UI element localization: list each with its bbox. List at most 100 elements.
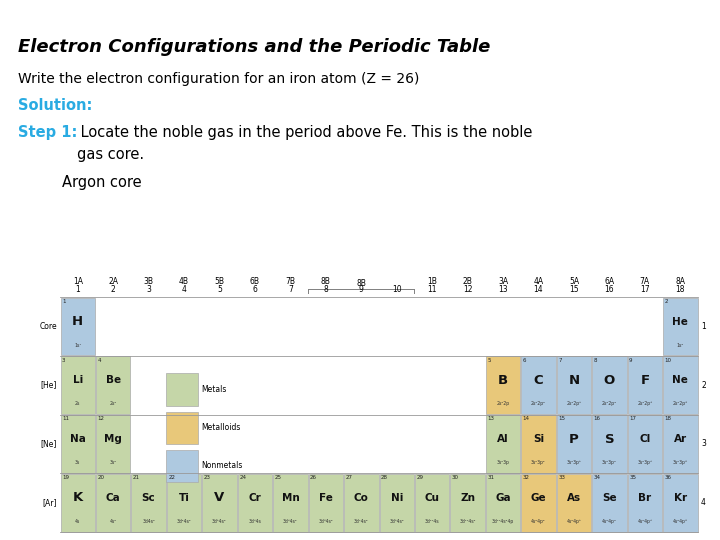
Text: 3: 3 [146, 285, 151, 294]
Text: 9: 9 [629, 357, 633, 363]
Text: 14: 14 [523, 416, 530, 422]
Text: 5: 5 [487, 357, 491, 363]
Text: 5A: 5A [569, 277, 579, 286]
Text: 1s²: 1s² [677, 343, 684, 348]
Text: 4s: 4s [75, 519, 81, 524]
Text: 3A: 3A [498, 277, 508, 286]
Text: N: N [568, 374, 580, 387]
Text: Metals: Metals [201, 385, 227, 394]
Text: 3s: 3s [75, 460, 81, 465]
Text: 22: 22 [168, 475, 176, 480]
Text: Se: Se [602, 493, 617, 503]
Text: 26: 26 [310, 475, 317, 480]
Text: 25: 25 [274, 475, 282, 480]
Text: Cu: Cu [425, 493, 440, 503]
Text: Mg: Mg [104, 434, 122, 444]
Text: 12: 12 [463, 285, 472, 294]
Text: 36: 36 [665, 475, 672, 480]
Text: 15: 15 [558, 416, 565, 422]
Text: 4s²4p⁴: 4s²4p⁴ [602, 519, 617, 524]
Text: 17: 17 [640, 285, 649, 294]
Text: 3d4s²: 3d4s² [142, 519, 155, 524]
Text: 2A: 2A [108, 277, 118, 286]
Text: 8: 8 [323, 285, 328, 294]
Text: 4s²4p³: 4s²4p³ [567, 519, 581, 524]
Text: V: V [215, 491, 225, 504]
Text: 2: 2 [665, 299, 668, 304]
Text: 13: 13 [498, 285, 508, 294]
Text: 4s²4p⁵: 4s²4p⁵ [637, 519, 652, 524]
Text: 20: 20 [97, 475, 104, 480]
Text: 11: 11 [62, 416, 69, 422]
Text: 19: 19 [62, 475, 69, 480]
Text: 29: 29 [416, 475, 423, 480]
Bar [166, 411, 198, 444]
Text: 2s²2p²: 2s²2p² [531, 401, 546, 407]
Text: P: P [569, 433, 579, 446]
Text: 2s²2p⁶: 2s²2p⁶ [672, 401, 688, 407]
Bar [486, 474, 521, 531]
Text: [Ne]: [Ne] [40, 440, 57, 448]
Bar [96, 356, 130, 414]
Text: 3d⁵4s: 3d⁵4s [248, 519, 261, 524]
Text: 3d⁸4s²: 3d⁸4s² [390, 519, 404, 524]
Text: 10: 10 [392, 285, 402, 294]
Text: Ti: Ti [179, 493, 189, 503]
Text: 23: 23 [204, 475, 211, 480]
Text: 3s²3p⁶: 3s²3p⁶ [673, 460, 688, 465]
Bar [167, 474, 202, 531]
Bar [592, 356, 626, 414]
Text: 3d¹⁰4s²4p: 3d¹⁰4s²4p [492, 519, 514, 524]
Text: 8: 8 [594, 357, 597, 363]
Text: Metalloids: Metalloids [201, 423, 240, 432]
Bar [521, 474, 556, 531]
Text: 8B: 8B [321, 277, 330, 286]
Text: 3: 3 [62, 357, 66, 363]
Text: 8A: 8A [675, 277, 685, 286]
Text: K: K [73, 491, 83, 504]
Text: Br: Br [638, 493, 652, 503]
Bar [628, 415, 662, 472]
Text: Na: Na [70, 434, 86, 444]
Text: Zn: Zn [460, 493, 475, 503]
Text: Argon core: Argon core [62, 175, 142, 190]
Text: 16: 16 [605, 285, 614, 294]
Bar [238, 474, 272, 531]
Text: Mn: Mn [282, 493, 300, 503]
Text: Sc: Sc [142, 493, 156, 503]
Bar [592, 474, 626, 531]
Text: F: F [640, 374, 649, 387]
Text: 3: 3 [701, 440, 706, 448]
Text: 3d⁵4s²: 3d⁵4s² [283, 519, 298, 524]
Text: Kr: Kr [674, 493, 687, 503]
Text: Al: Al [498, 434, 509, 444]
Text: As: As [567, 493, 581, 503]
Text: Ga: Ga [495, 493, 511, 503]
Text: 3B: 3B [143, 277, 153, 286]
Bar [592, 415, 626, 472]
Bar [60, 298, 95, 355]
Text: 12: 12 [97, 416, 104, 422]
Text: 1: 1 [62, 299, 66, 304]
Bar [628, 474, 662, 531]
Text: 3s²3p²: 3s²3p² [531, 460, 546, 465]
Text: 4: 4 [181, 285, 186, 294]
Text: 4s²4p²: 4s²4p² [531, 519, 546, 524]
Text: 5: 5 [217, 285, 222, 294]
Text: Ca: Ca [106, 493, 120, 503]
Text: 3d¹⁰4s²: 3d¹⁰4s² [459, 519, 476, 524]
Bar [309, 474, 343, 531]
Text: 7: 7 [288, 285, 293, 294]
Text: 3d²4s²: 3d²4s² [176, 519, 192, 524]
Text: B: B [498, 374, 508, 387]
Text: 5B: 5B [215, 277, 225, 286]
Bar [486, 415, 521, 472]
Text: 6B: 6B [250, 277, 260, 286]
Bar [557, 415, 591, 472]
Bar [96, 415, 130, 472]
Text: Fe: Fe [319, 493, 333, 503]
Text: 1B: 1B [427, 277, 437, 286]
Bar [344, 474, 379, 531]
Bar [521, 415, 556, 472]
Text: 3s²3p⁴: 3s²3p⁴ [602, 460, 617, 465]
